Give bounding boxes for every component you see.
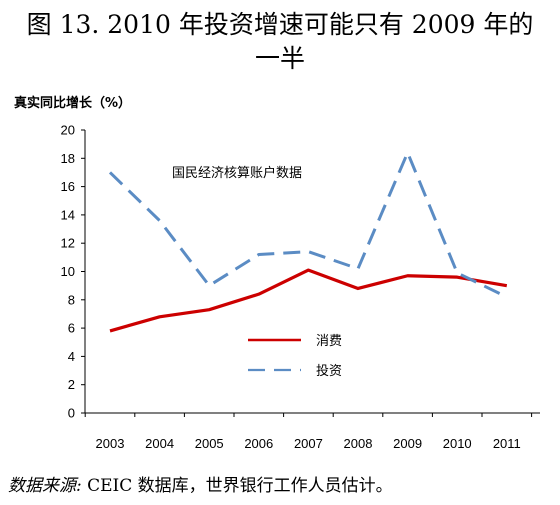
y-tick-label: 20 <box>61 123 75 138</box>
x-tick-label: 2010 <box>443 436 472 451</box>
y-tick-label: 12 <box>61 236 75 251</box>
source-label: 数据来源: <box>8 476 82 496</box>
source-text: CEIC 数据库，世界银行工作人员估计。 <box>81 476 393 496</box>
x-tick-label: 2011 <box>493 436 521 451</box>
y-tick-label: 6 <box>68 321 75 336</box>
x-tick-label: 2005 <box>195 436 224 451</box>
x-tick-label: 2009 <box>393 436 422 451</box>
y-tick-label: 18 <box>61 151 75 166</box>
y-tick-label: 14 <box>61 207 75 222</box>
x-tick-label: 2008 <box>344 436 373 451</box>
y-tick-label: 2 <box>68 377 75 392</box>
chart-title-line-2: 一半 <box>254 44 305 73</box>
series-line-投资 <box>108 151 508 299</box>
y-tick-label: 10 <box>61 264 75 279</box>
y-tick-label: 8 <box>68 292 75 307</box>
legend-label-投资: 投资 <box>316 363 342 379</box>
y-tick-label: 16 <box>61 179 75 194</box>
y-tick-label: 4 <box>68 349 75 364</box>
chart-annotation: 国民经济核算账户数据 <box>172 166 303 181</box>
x-tick-label: 2003 <box>96 436 125 451</box>
chart-title-line-1: 图 13. 2010 年投资增速可能只有 2009 年的 <box>26 10 534 39</box>
x-tick-label: 2007 <box>294 436 323 451</box>
legend-label-消费: 消费 <box>316 334 342 349</box>
x-tick-label: 2006 <box>244 436 273 451</box>
source-note: 数据来源: CEIC 数据库，世界银行工作人员估计。 <box>8 471 393 496</box>
series-line-消费 <box>109 268 508 333</box>
x-tick-label: 2004 <box>145 436 174 451</box>
y-tick-label: 0 <box>68 406 75 421</box>
y-axis-label: 真实同比增长（%） <box>14 96 132 111</box>
